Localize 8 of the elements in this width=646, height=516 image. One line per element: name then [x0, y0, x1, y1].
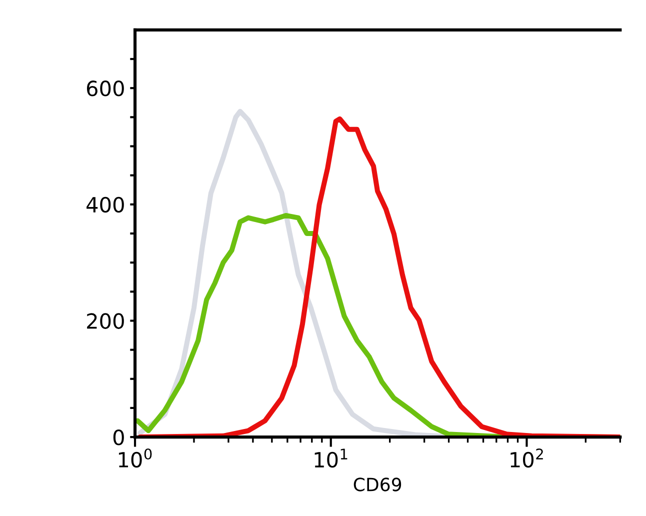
y-tick-label: 400: [86, 196, 124, 213]
x-tick-label: 10$^{0}$: [118, 448, 152, 468]
y-tick-label: 0: [113, 430, 124, 446]
y-tick-label: 200: [87, 313, 124, 329]
x-axis-title: CD69: [354, 478, 402, 492]
x-tick-label: 10$^{1}$: [314, 448, 348, 468]
y-tick-label: 600: [86, 80, 124, 96]
x-tick-label: 10$^{2}$: [510, 448, 543, 468]
